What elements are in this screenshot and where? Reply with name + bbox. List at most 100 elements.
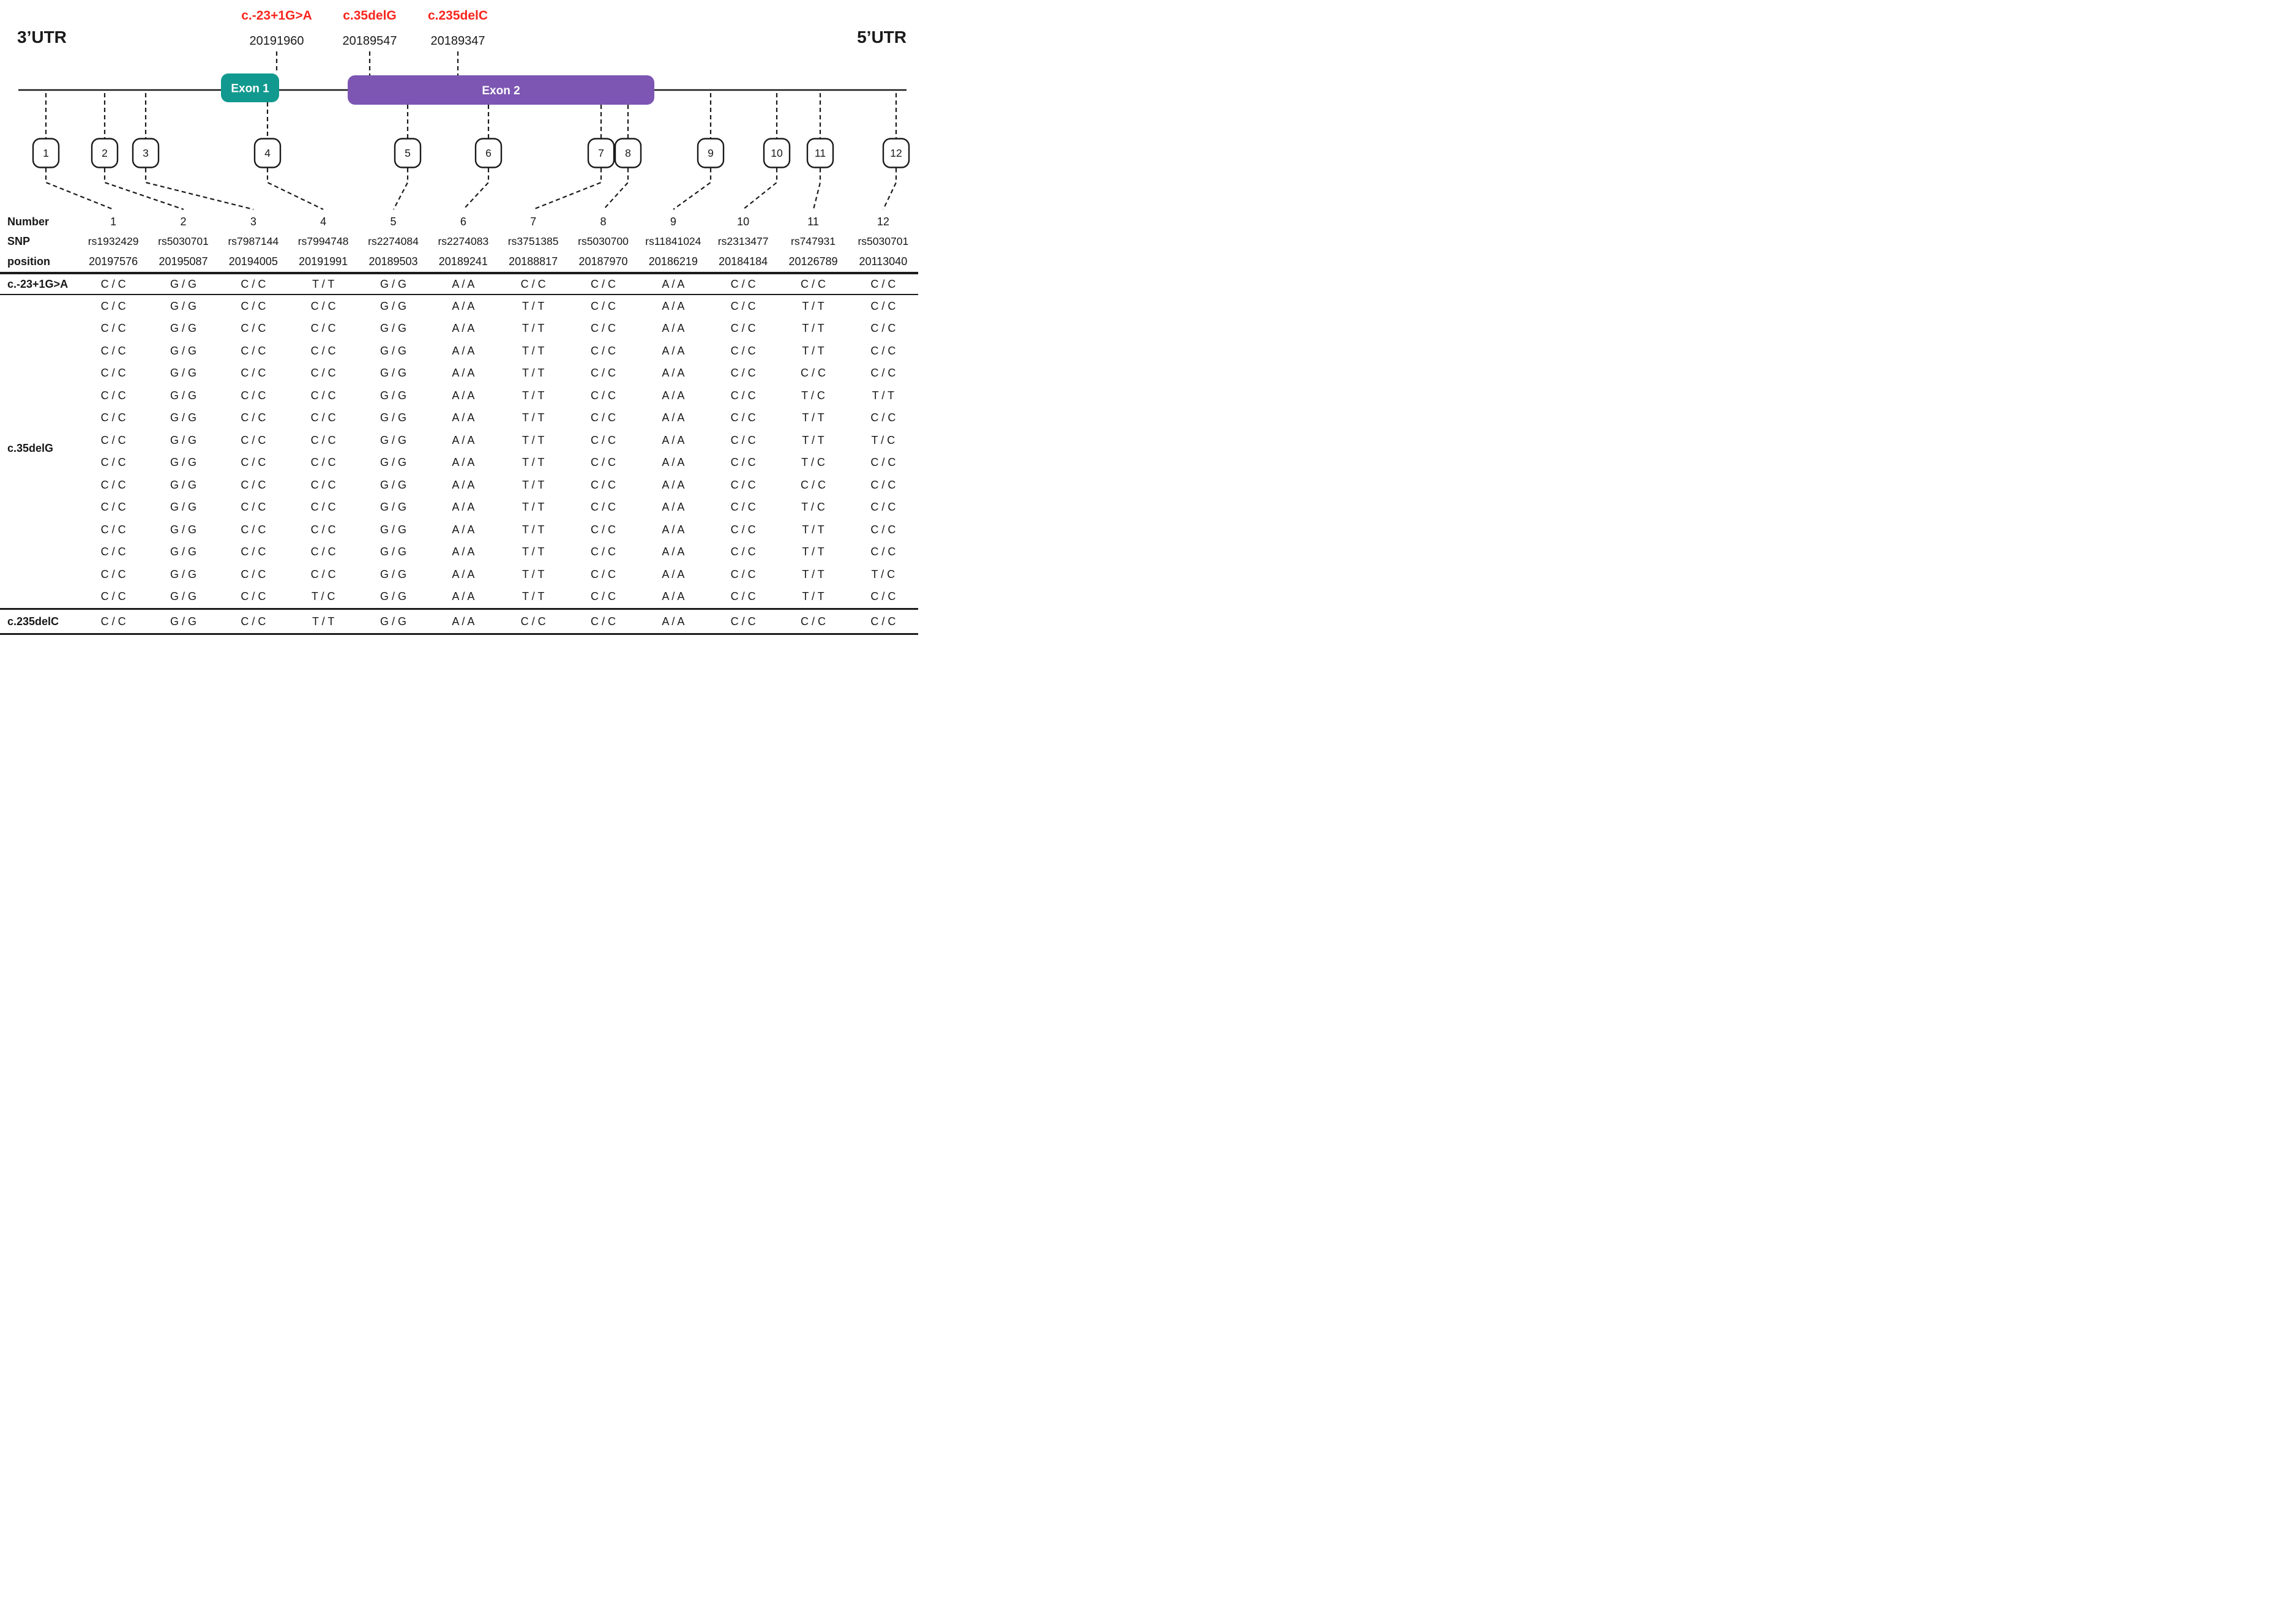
snp-position: 20126789 (788, 255, 838, 268)
genotype-cell: C / C (730, 546, 756, 558)
genotype-cell: T / T (802, 299, 825, 312)
genotype-cell: C / C (870, 456, 896, 469)
snp-marker (32, 138, 60, 168)
snp-position: 20184184 (719, 255, 768, 268)
genotype-cell: C / C (590, 344, 616, 357)
col-number: 2 (180, 215, 187, 228)
col-number: 10 (737, 215, 750, 228)
table-row: C / C G / G C / C C / C G / G A / A T / T C / C… (0, 474, 918, 497)
genotype-cell: G / G (380, 478, 406, 491)
col-number: 3 (250, 215, 256, 228)
genotype-cell: C / C (590, 568, 616, 580)
genotype-cell: C / C (590, 456, 616, 469)
mutation-position: 20189347 (431, 34, 485, 48)
snp-marker (763, 138, 791, 168)
genotype-cell: C / C (241, 456, 266, 469)
snp-id: rs11841024 (645, 234, 701, 247)
header-row-number: Number 1 2 3 4 5 6 7 8 9 10 11 12 (0, 212, 918, 231)
genotype-cell: C / C (730, 322, 756, 335)
table-divider (0, 272, 918, 274)
snp-id: rs747931 (791, 234, 836, 247)
genotype-cell: T / T (522, 389, 545, 402)
genotype-cell: A / A (452, 277, 475, 290)
genotype-cell: G / G (170, 523, 196, 536)
mutation-label: c.35delG (343, 9, 397, 23)
col-number: 8 (600, 215, 607, 228)
col-number: 6 (460, 215, 466, 228)
mutation-label: c.-23+1G>A (241, 9, 312, 23)
genotype-cell: C / C (870, 322, 896, 335)
genotype-cell: G / G (170, 344, 196, 357)
snp-id: rs7987144 (228, 234, 279, 247)
genotype-cell: G / G (380, 590, 406, 603)
genotype-cell: T / C (871, 433, 896, 446)
genotype-cell: C / C (310, 322, 336, 335)
genotype-cell: T / T (312, 277, 335, 290)
snp-id: rs2274083 (438, 234, 489, 247)
snp-marker (91, 138, 119, 168)
snp-marker (253, 138, 282, 168)
genotype-cell: C / C (870, 478, 896, 491)
snp-id: rs2313477 (717, 234, 769, 247)
genotype-cell: C / C (800, 478, 826, 491)
mutation-position: 20189547 (343, 34, 397, 48)
genotype-cell: G / G (380, 344, 406, 357)
genotype-cell: C / C (800, 277, 826, 290)
genotype-cell: A / A (662, 433, 685, 446)
genotype-cell: C / C (241, 367, 266, 380)
genotype-cell: A / A (452, 456, 475, 469)
genotype-cell: A / A (452, 411, 475, 424)
genotype-cell: C / C (590, 546, 616, 558)
snp-marker-number: 4 (264, 147, 271, 159)
genotype-cell: C / C (100, 568, 126, 580)
col-number: 4 (320, 215, 327, 228)
genotype-cell: C / C (870, 615, 896, 628)
genotype-cell: G / G (170, 367, 196, 380)
genotype-cell: C / C (241, 615, 266, 628)
genotype-cell: C / C (100, 389, 126, 402)
genotype-cell: C / C (100, 478, 126, 491)
genotype-cell: C / C (870, 546, 896, 558)
marker-to-column-line (144, 168, 254, 211)
genotype-cell: C / C (310, 411, 336, 424)
genotype-cell: C / C (100, 615, 126, 628)
snp-marker (614, 138, 642, 168)
genotype-cell: T / C (311, 590, 335, 603)
col-number: 5 (390, 215, 397, 228)
marker-to-column-line (673, 168, 712, 210)
genotype-cell: T / T (522, 590, 545, 603)
table-divider (0, 633, 918, 635)
snp-marker-number: 2 (102, 147, 108, 159)
genotype-cell: C / C (870, 411, 896, 424)
genotype-cell: A / A (662, 478, 685, 491)
genotype-cell: G / G (170, 615, 196, 628)
genotype-cell: G / G (170, 433, 196, 446)
genotype-cell: T / T (802, 568, 825, 580)
genotype-cell: C / C (241, 568, 266, 580)
genotype-cell: C / C (310, 478, 336, 491)
snp-id: rs5030701 (858, 234, 909, 247)
genotype-cell: G / G (170, 456, 196, 469)
genotype-cell: A / A (662, 322, 685, 335)
genotype-cell: C / C (100, 322, 126, 335)
snp-marker (132, 138, 160, 168)
genotype-cell: C / C (590, 367, 616, 380)
exon-label: Exon 1 (231, 83, 269, 96)
genotype-cell: A / A (452, 568, 475, 580)
genotype-cell: C / C (730, 615, 756, 628)
genotype-cell: T / T (522, 367, 545, 380)
row-label: c.-23+1G>A (7, 277, 69, 290)
gene-diagram: 3’UTR 5’UTR c.-23+1G>A 20191960 c.35delG 2018… (0, 0, 918, 212)
genotype-cell: C / C (870, 523, 896, 536)
genotype-cell: C / C (100, 367, 126, 380)
genotype-cell: C / C (310, 523, 336, 536)
snp-position: 20194005 (228, 255, 278, 268)
table-row: C / C G / G C / C T / C G / G A / A T / T C / C… (0, 586, 918, 609)
genotype-cell: C / C (590, 523, 616, 536)
snp-marker-number: 7 (598, 147, 604, 159)
snp-marker (697, 138, 725, 168)
genotype-cell: C / C (100, 546, 126, 558)
snp-marker-number: 10 (771, 147, 783, 159)
genotype-cell: C / C (241, 411, 266, 424)
snp-marker-number: 6 (485, 147, 492, 159)
